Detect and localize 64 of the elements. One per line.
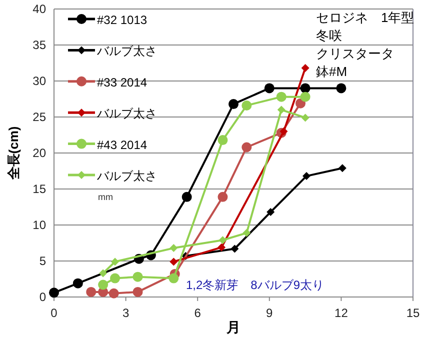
y-tick-label: 0 xyxy=(39,290,46,304)
legend-label: #32 1013 xyxy=(97,13,148,27)
point xyxy=(72,278,83,288)
point xyxy=(228,99,238,110)
point xyxy=(242,100,252,110)
y-tick-label: 40 xyxy=(32,2,46,16)
annotation: セロジネ 1年型 xyxy=(316,10,414,25)
point xyxy=(218,135,228,146)
point xyxy=(49,288,59,298)
point xyxy=(98,280,108,290)
x-tick-label: 0 xyxy=(50,306,58,320)
y-tick-label: 25 xyxy=(32,110,46,124)
point xyxy=(108,288,119,298)
point xyxy=(301,114,310,122)
y-axis-title: 全長(cm) xyxy=(6,126,21,181)
y-tick-label: 10 xyxy=(32,218,46,232)
point xyxy=(182,192,192,202)
x-tick-label: 3 xyxy=(122,306,130,320)
x-tick-label: 9 xyxy=(266,306,274,320)
point xyxy=(99,269,108,278)
annotation: 冬咲 xyxy=(316,28,342,43)
point xyxy=(264,83,274,94)
point xyxy=(132,272,143,282)
point xyxy=(280,127,288,136)
point xyxy=(132,286,143,297)
x-axis-title: 月 xyxy=(226,319,240,335)
legend-label: #33 2014 xyxy=(97,75,148,90)
point xyxy=(111,258,120,266)
point xyxy=(266,208,275,216)
legend-label: バルブ太さ xyxy=(96,106,157,121)
point xyxy=(110,273,120,284)
point xyxy=(277,106,286,114)
point xyxy=(218,243,226,252)
y-tick-label: 35 xyxy=(32,38,46,52)
annotation: クリスタータ xyxy=(316,46,394,61)
legend-label: #43 2014 xyxy=(97,138,148,152)
x-tick-label: 12 xyxy=(334,306,348,320)
legend-label: バルブ太さ xyxy=(96,44,157,58)
y-tick-label: 30 xyxy=(32,74,46,88)
y-tick-label: 20 xyxy=(32,146,46,160)
point xyxy=(302,172,310,180)
point xyxy=(300,92,310,102)
point xyxy=(86,286,96,297)
point xyxy=(336,83,346,94)
legend-label: バルブ太さ xyxy=(96,169,157,183)
point xyxy=(242,228,251,237)
point xyxy=(170,244,178,252)
y-tick-label: 15 xyxy=(32,182,46,196)
x-tick-label: 15 xyxy=(406,306,420,320)
point xyxy=(300,83,310,94)
point xyxy=(276,92,286,102)
point xyxy=(170,258,178,266)
point xyxy=(301,64,310,72)
point xyxy=(230,244,239,253)
annotation: mm xyxy=(98,192,113,202)
point xyxy=(338,164,346,172)
annotation: 鉢#M xyxy=(316,64,348,79)
y-tick-label: 5 xyxy=(39,254,46,268)
annotation: 1,2冬新芽 8バルブ9太り xyxy=(186,278,324,292)
point xyxy=(242,142,252,152)
point xyxy=(168,273,179,284)
x-tick-label: 6 xyxy=(194,306,202,320)
point xyxy=(218,236,227,244)
point xyxy=(218,192,228,202)
